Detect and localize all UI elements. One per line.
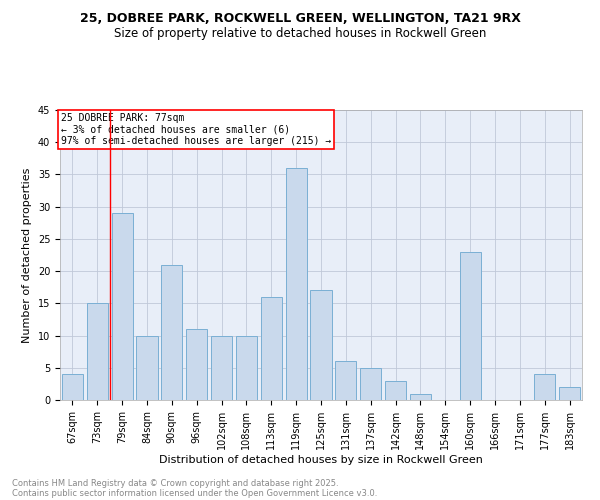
Bar: [410, 394, 431, 400]
Bar: [335, 362, 356, 400]
Bar: [360, 368, 381, 400]
Bar: [236, 336, 257, 400]
Text: Size of property relative to detached houses in Rockwell Green: Size of property relative to detached ho…: [114, 28, 486, 40]
Text: 25, DOBREE PARK, ROCKWELL GREEN, WELLINGTON, TA21 9RX: 25, DOBREE PARK, ROCKWELL GREEN, WELLING…: [80, 12, 520, 26]
Bar: [310, 290, 332, 400]
Bar: [211, 336, 232, 400]
Bar: [87, 304, 108, 400]
X-axis label: Distribution of detached houses by size in Rockwell Green: Distribution of detached houses by size …: [159, 454, 483, 464]
Bar: [385, 380, 406, 400]
Bar: [559, 387, 580, 400]
Bar: [136, 336, 158, 400]
Text: 25 DOBREE PARK: 77sqm
← 3% of detached houses are smaller (6)
97% of semi-detach: 25 DOBREE PARK: 77sqm ← 3% of detached h…: [61, 113, 331, 146]
Bar: [460, 252, 481, 400]
Bar: [261, 297, 282, 400]
Bar: [161, 264, 182, 400]
Bar: [286, 168, 307, 400]
Text: Contains HM Land Registry data © Crown copyright and database right 2025.: Contains HM Land Registry data © Crown c…: [12, 478, 338, 488]
Bar: [112, 213, 133, 400]
Bar: [186, 329, 207, 400]
Bar: [534, 374, 555, 400]
Y-axis label: Number of detached properties: Number of detached properties: [22, 168, 32, 342]
Bar: [62, 374, 83, 400]
Text: Contains public sector information licensed under the Open Government Licence v3: Contains public sector information licen…: [12, 488, 377, 498]
